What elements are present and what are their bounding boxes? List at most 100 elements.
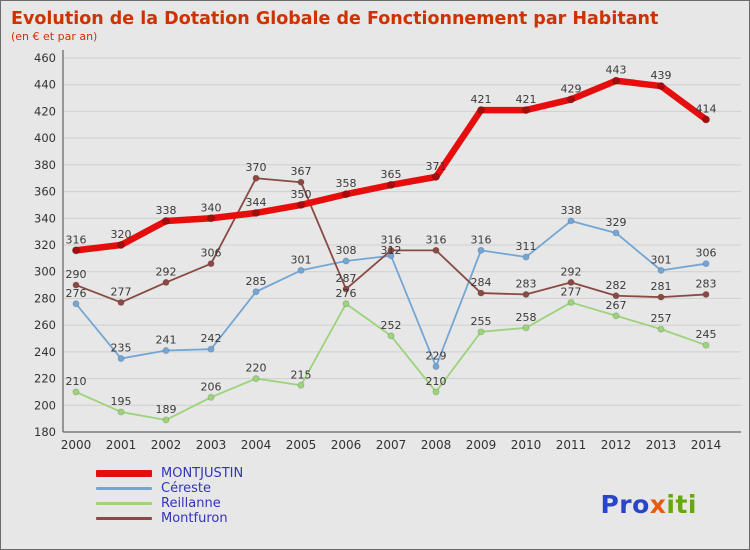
svg-text:421: 421: [516, 93, 537, 106]
svg-text:257: 257: [651, 312, 672, 325]
series-reillanne: [72, 298, 710, 424]
svg-text:2001: 2001: [106, 438, 137, 452]
svg-text:220: 220: [34, 372, 56, 386]
chart-subtitle: (en € et par an): [11, 30, 98, 43]
legend-label: Céreste: [161, 481, 212, 496]
svg-text:282: 282: [606, 279, 627, 292]
svg-text:2004: 2004: [241, 438, 272, 452]
svg-text:2014: 2014: [691, 438, 722, 452]
svg-text:215: 215: [291, 368, 312, 381]
svg-text:358: 358: [336, 177, 357, 190]
svg-text:2013: 2013: [646, 438, 677, 452]
svg-text:414: 414: [696, 102, 717, 115]
legend-swatch: [96, 502, 152, 505]
svg-text:420: 420: [34, 104, 56, 118]
svg-text:460: 460: [34, 51, 56, 65]
svg-text:2012: 2012: [601, 438, 632, 452]
svg-text:316: 316: [381, 233, 402, 246]
y-tick-labels: 180 200 220 240 260 280 300 320 340 360 380 400 420 4…: [34, 51, 56, 439]
legend-swatch: [96, 470, 152, 477]
svg-text:316: 316: [66, 233, 87, 246]
svg-text:2010: 2010: [511, 438, 542, 452]
svg-text:287: 287: [336, 272, 357, 285]
svg-text:421: 421: [471, 93, 492, 106]
svg-text:443: 443: [606, 64, 627, 77]
svg-text:283: 283: [696, 277, 717, 290]
svg-text:277: 277: [561, 285, 582, 298]
svg-text:429: 429: [561, 82, 582, 95]
svg-text:370: 370: [246, 161, 267, 174]
svg-text:229: 229: [426, 350, 447, 363]
svg-text:281: 281: [651, 280, 672, 293]
svg-text:360: 360: [34, 185, 56, 199]
svg-text:301: 301: [651, 253, 672, 266]
svg-text:320: 320: [111, 228, 132, 241]
svg-text:380: 380: [34, 158, 56, 172]
svg-text:255: 255: [471, 315, 492, 328]
svg-text:308: 308: [336, 244, 357, 257]
svg-text:284: 284: [471, 276, 492, 289]
svg-text:2007: 2007: [376, 438, 407, 452]
svg-text:285: 285: [246, 275, 267, 288]
x-tick-labels: 2000 2001 2002 2003 2004 2005 2006 2007 2008 2009…: [61, 438, 722, 452]
legend: MONTJUSTIN Céreste Reillanne Montfuron: [96, 466, 243, 526]
grid-lines: [63, 57, 741, 433]
svg-text:350: 350: [291, 188, 312, 201]
line-chart: 180 200 220 240 260 280 300 320 340 360 380 400 420 4…: [34, 50, 741, 452]
svg-text:340: 340: [201, 201, 222, 214]
svg-text:245: 245: [696, 328, 717, 341]
svg-text:440: 440: [34, 78, 56, 92]
svg-text:311: 311: [516, 240, 537, 253]
svg-text:371: 371: [426, 160, 447, 173]
svg-text:210: 210: [66, 375, 87, 388]
svg-text:260: 260: [34, 318, 56, 332]
svg-text:344: 344: [246, 196, 267, 209]
svg-text:292: 292: [156, 265, 177, 278]
svg-text:195: 195: [111, 395, 132, 408]
svg-text:200: 200: [34, 398, 56, 412]
svg-text:400: 400: [34, 131, 56, 145]
logo-segment: Pro: [600, 490, 650, 519]
legend-label: Reillanne: [161, 496, 221, 511]
data-labels: 316 320 338 340 344 350 358 365 371 421 421 429 443 4…: [66, 64, 717, 416]
svg-text:283: 283: [516, 277, 537, 290]
svg-text:320: 320: [34, 238, 56, 252]
svg-text:206: 206: [201, 380, 222, 393]
legend-item-cereste: Céreste: [96, 481, 243, 496]
svg-text:338: 338: [561, 204, 582, 217]
svg-text:367: 367: [291, 165, 312, 178]
svg-text:306: 306: [201, 247, 222, 260]
svg-text:2002: 2002: [151, 438, 182, 452]
svg-text:300: 300: [34, 265, 56, 279]
logo-segment: x: [649, 490, 667, 519]
svg-text:276: 276: [336, 287, 357, 300]
series-montfuron: [72, 174, 710, 307]
svg-text:301: 301: [291, 253, 312, 266]
logo-segment: iti: [666, 490, 697, 519]
svg-text:240: 240: [34, 345, 56, 359]
svg-text:267: 267: [606, 299, 627, 312]
svg-text:365: 365: [381, 168, 402, 181]
series-montjustin: [71, 76, 711, 255]
svg-text:280: 280: [34, 291, 56, 305]
svg-text:2008: 2008: [421, 438, 452, 452]
svg-text:292: 292: [561, 265, 582, 278]
svg-text:2003: 2003: [196, 438, 227, 452]
axes: [62, 50, 741, 433]
svg-text:306: 306: [696, 247, 717, 260]
svg-text:189: 189: [156, 403, 177, 416]
svg-text:277: 277: [111, 285, 132, 298]
chart-header: Evolution de la Dotation Globale de Fonc…: [1, 1, 749, 44]
svg-text:235: 235: [111, 342, 132, 355]
legend-item-montjustin: MONTJUSTIN: [96, 466, 243, 481]
svg-text:340: 340: [34, 211, 56, 225]
proxiti-logo: Proxiti: [600, 490, 697, 519]
svg-text:316: 316: [426, 233, 447, 246]
svg-text:329: 329: [606, 216, 627, 229]
svg-text:220: 220: [246, 362, 267, 375]
svg-text:242: 242: [201, 332, 222, 345]
svg-text:241: 241: [156, 334, 177, 347]
legend-item-reillanne: Reillanne: [96, 496, 243, 511]
svg-text:439: 439: [651, 69, 672, 82]
